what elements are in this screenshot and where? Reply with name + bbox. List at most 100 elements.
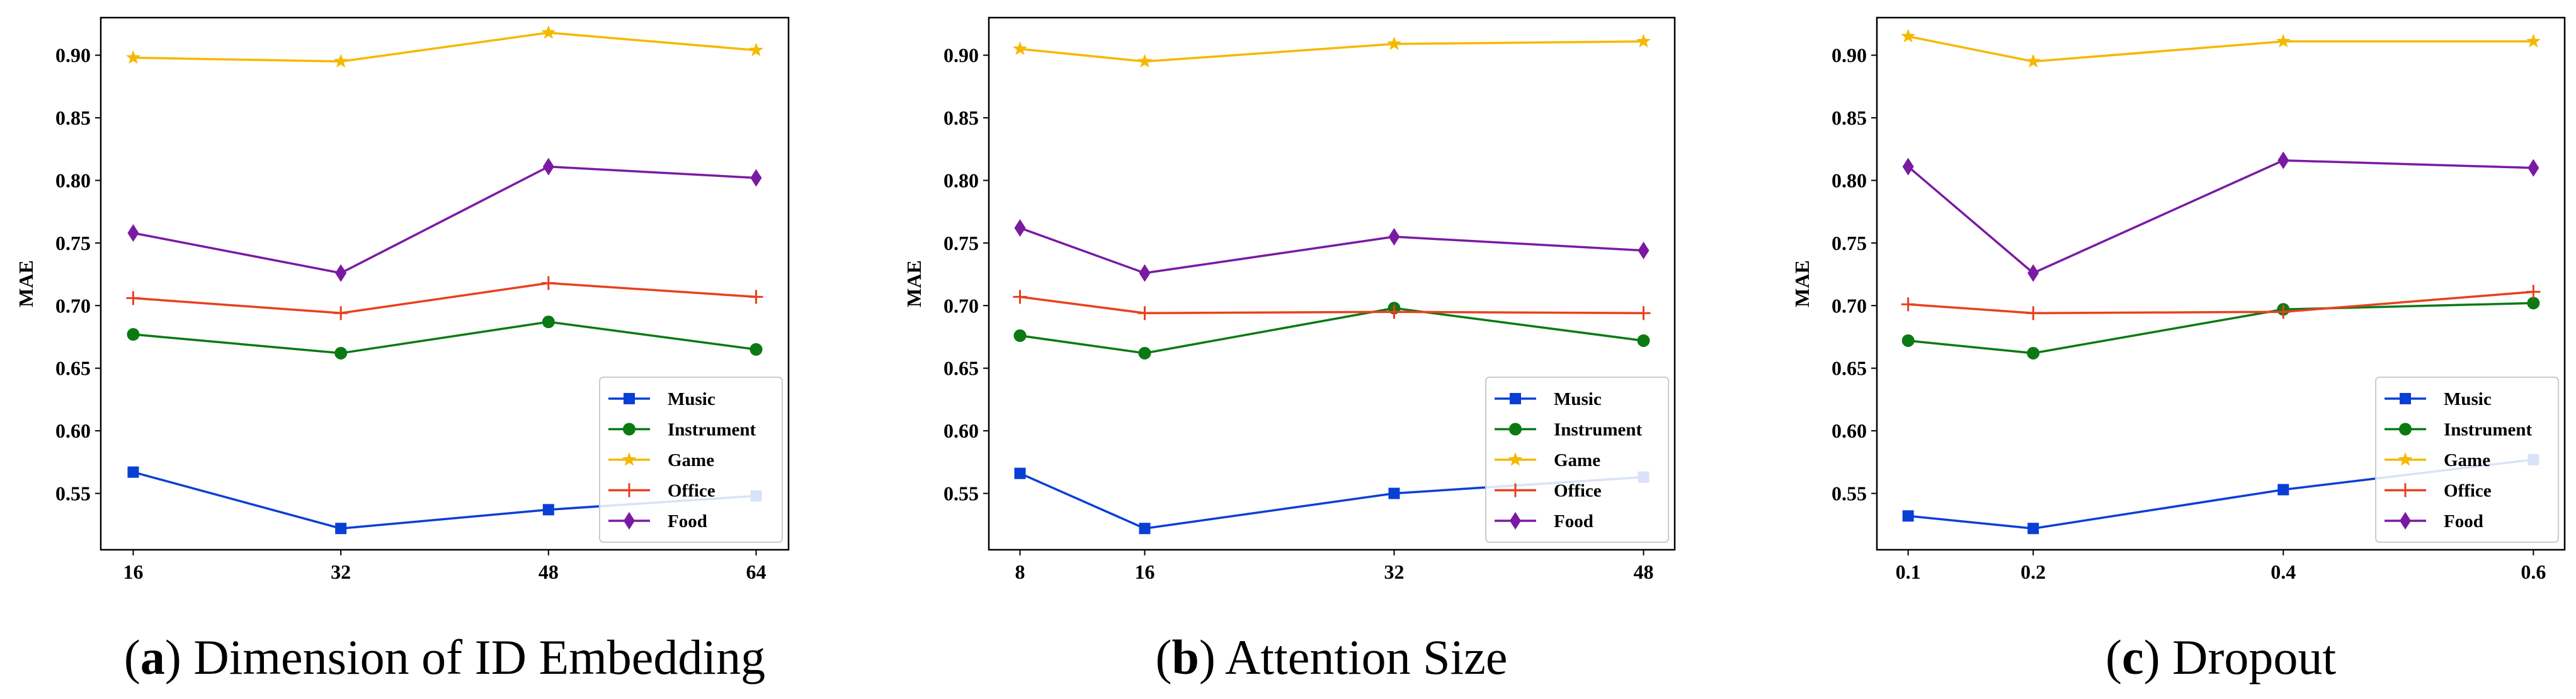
x-tick-label: 48	[1634, 560, 1654, 583]
data-point-instrument	[1637, 334, 1650, 347]
data-point-game	[2526, 33, 2541, 48]
y-tick-label: 0.60	[1832, 419, 1867, 442]
y-tick-label: 0.65	[943, 357, 979, 380]
y-tick-label: 0.85	[55, 106, 91, 129]
series-office	[1901, 285, 2541, 321]
data-point-food	[1902, 157, 1914, 176]
legend-box	[1485, 377, 1669, 543]
legend-label-music: Music	[668, 389, 715, 409]
data-point-instrument	[1013, 329, 1027, 343]
y-tick-label: 0.70	[55, 294, 91, 317]
legend: Music Instrument Game Office Food	[1485, 377, 1669, 543]
x-tick-label: 16	[1135, 560, 1155, 583]
legend-label-instrument: Instrument	[1554, 420, 1643, 440]
legend-marker-game	[1508, 452, 1523, 466]
x-tick-label: 0.1	[1896, 560, 1921, 583]
data-point-instrument	[1138, 346, 1151, 360]
data-point-game	[2276, 33, 2291, 48]
y-tick-label: 0.70	[943, 294, 979, 317]
caption-text: ) Dimension of ID Embedding	[165, 630, 765, 685]
chart-panel-b: 0.55 0.60 0.65 0.70 0.75 0.80 0.85 0.90 8 16 32 48 M…	[903, 16, 1676, 685]
y-axis-label: MAE	[903, 260, 925, 307]
y-tick-label: 0.90	[55, 44, 91, 67]
legend-label-office: Office	[668, 481, 715, 501]
series-game	[1901, 28, 2541, 68]
data-point-office	[749, 290, 763, 304]
y-tick-label: 0.75	[1832, 232, 1867, 254]
x-tick-label: 64	[746, 560, 766, 583]
data-point-food	[2528, 159, 2539, 177]
data-point-office	[2526, 285, 2541, 299]
caption-letter: a	[140, 630, 165, 685]
y-tick-label: 0.65	[55, 357, 91, 380]
legend-marker-instrument	[2399, 423, 2412, 436]
caption-letter: c	[2122, 630, 2144, 685]
data-point-office	[541, 276, 556, 290]
legend-label-game: Game	[1554, 450, 1600, 470]
series-food	[1902, 151, 2539, 282]
data-point-office	[1137, 306, 1152, 321]
y-tick-label: 0.60	[55, 419, 91, 442]
data-point-food	[750, 169, 762, 187]
data-point-food	[1388, 227, 1400, 246]
series-instrument	[1013, 302, 1650, 360]
legend-label-music: Music	[1554, 389, 1602, 409]
data-point-food	[1014, 219, 1026, 237]
data-point-instrument	[334, 346, 348, 360]
series-line-food	[1907, 159, 2534, 275]
caption-text: ) Attention Size	[1199, 630, 1508, 685]
legend-label-instrument: Instrument	[668, 420, 756, 440]
y-tick-label: 0.60	[943, 419, 979, 442]
legend-marker-game	[2398, 452, 2413, 466]
data-point-game	[1137, 54, 1152, 68]
legend-box	[599, 377, 783, 543]
data-point-office	[1901, 297, 1915, 312]
legend-marker-music	[2400, 393, 2411, 404]
legend-marker-office	[622, 483, 636, 497]
series-food	[127, 157, 762, 282]
data-point-food	[2027, 264, 2039, 282]
y-axis-label: MAE	[1791, 260, 1813, 307]
data-point-instrument	[2527, 297, 2540, 310]
data-point-music	[335, 523, 347, 535]
data-point-game	[126, 50, 140, 64]
caption: (b) Attention Size	[1156, 630, 1508, 685]
data-point-food	[2277, 151, 2289, 169]
data-point-instrument	[127, 328, 140, 341]
data-point-office	[126, 291, 140, 305]
x-tick-label: 32	[1384, 560, 1405, 583]
data-point-music	[2277, 484, 2289, 496]
data-point-food	[542, 157, 554, 176]
data-point-game	[1387, 36, 1401, 50]
legend-box	[2375, 377, 2559, 543]
data-point-game	[1901, 28, 1915, 43]
x-tick-label: 32	[331, 560, 351, 583]
legend: Music Instrument Game Office Food	[2375, 377, 2559, 543]
legend-label-food: Food	[2444, 511, 2483, 531]
series-line-instrument	[1908, 302, 2534, 355]
data-point-music	[1902, 510, 1914, 522]
y-tick-label: 0.55	[55, 482, 91, 505]
data-point-game	[1013, 41, 1027, 55]
legend-marker-food	[624, 512, 635, 530]
series-line-office	[133, 281, 756, 314]
data-point-game	[541, 25, 556, 39]
y-tick-label: 0.80	[1832, 169, 1867, 191]
y-tick-label: 0.90	[1832, 44, 1867, 67]
series-line-office	[1020, 295, 1644, 314]
legend-marker-instrument	[1509, 423, 1522, 436]
series-office	[1013, 290, 1651, 321]
data-point-instrument	[542, 315, 555, 329]
series-game	[126, 25, 763, 68]
data-point-music	[2027, 523, 2039, 535]
y-tick-label: 0.75	[55, 232, 91, 254]
series-line-office	[1908, 290, 2534, 314]
plot-frame	[100, 16, 790, 551]
y-tick-label: 0.65	[1832, 357, 1867, 380]
legend: Music Instrument Game Office Food	[599, 377, 783, 543]
y-tick-label: 0.80	[943, 169, 979, 191]
data-point-office	[1636, 306, 1651, 321]
series-line-game	[1908, 35, 2534, 63]
data-point-game	[333, 54, 348, 68]
